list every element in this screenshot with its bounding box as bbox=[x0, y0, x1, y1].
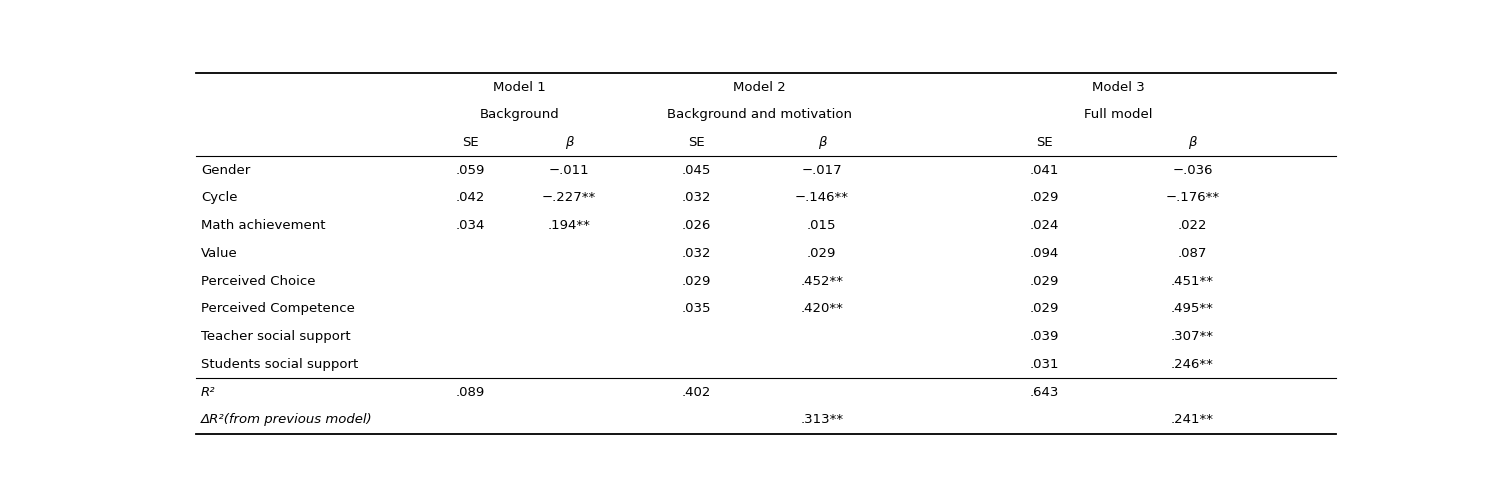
Text: .029: .029 bbox=[682, 274, 712, 288]
Text: Model 1: Model 1 bbox=[493, 81, 546, 94]
Text: −.036: −.036 bbox=[1172, 164, 1212, 177]
Text: .246**: .246** bbox=[1171, 358, 1214, 371]
Text: β: β bbox=[818, 136, 827, 149]
Text: β: β bbox=[565, 136, 574, 149]
Text: −.011: −.011 bbox=[549, 164, 589, 177]
Text: −.227**: −.227** bbox=[543, 191, 597, 205]
Text: .029: .029 bbox=[1030, 191, 1058, 205]
Text: Background and motivation: Background and motivation bbox=[667, 108, 852, 122]
Text: .041: .041 bbox=[1030, 164, 1058, 177]
Text: .307**: .307** bbox=[1171, 330, 1214, 343]
Text: ΔR²(from previous model): ΔR²(from previous model) bbox=[200, 413, 372, 426]
Text: Perceived Choice: Perceived Choice bbox=[200, 274, 315, 288]
Text: Value: Value bbox=[200, 247, 238, 260]
Text: .045: .045 bbox=[682, 164, 712, 177]
Text: .029: .029 bbox=[1030, 274, 1058, 288]
Text: Model 3: Model 3 bbox=[1091, 81, 1145, 94]
Text: .029: .029 bbox=[807, 247, 837, 260]
Text: .032: .032 bbox=[682, 191, 712, 205]
Text: .035: .035 bbox=[682, 302, 712, 315]
Text: .059: .059 bbox=[456, 164, 486, 177]
Text: Teacher social support: Teacher social support bbox=[200, 330, 350, 343]
Text: Perceived Competence: Perceived Competence bbox=[200, 302, 354, 315]
Text: .420**: .420** bbox=[800, 302, 843, 315]
Text: Math achievement: Math achievement bbox=[200, 219, 326, 232]
Text: .015: .015 bbox=[807, 219, 837, 232]
Text: .029: .029 bbox=[1030, 302, 1058, 315]
Text: .452**: .452** bbox=[800, 274, 843, 288]
Text: R²: R² bbox=[200, 385, 215, 398]
Text: .032: .032 bbox=[682, 247, 712, 260]
Text: .034: .034 bbox=[456, 219, 486, 232]
Text: SE: SE bbox=[688, 136, 706, 149]
Text: Gender: Gender bbox=[200, 164, 250, 177]
Text: .402: .402 bbox=[682, 385, 712, 398]
Text: −.176**: −.176** bbox=[1166, 191, 1220, 205]
Text: .313**: .313** bbox=[800, 413, 843, 426]
Text: .094: .094 bbox=[1030, 247, 1058, 260]
Text: .643: .643 bbox=[1030, 385, 1058, 398]
Text: SE: SE bbox=[462, 136, 478, 149]
Text: .024: .024 bbox=[1030, 219, 1058, 232]
Text: .039: .039 bbox=[1030, 330, 1058, 343]
Text: .026: .026 bbox=[682, 219, 712, 232]
Text: Full model: Full model bbox=[1084, 108, 1153, 122]
Text: Background: Background bbox=[480, 108, 559, 122]
Text: .087: .087 bbox=[1178, 247, 1208, 260]
Text: .022: .022 bbox=[1178, 219, 1208, 232]
Text: .089: .089 bbox=[456, 385, 486, 398]
Text: .241**: .241** bbox=[1171, 413, 1214, 426]
Text: −.017: −.017 bbox=[801, 164, 842, 177]
Text: .194**: .194** bbox=[547, 219, 591, 232]
Text: Model 2: Model 2 bbox=[733, 81, 785, 94]
Text: .495**: .495** bbox=[1171, 302, 1214, 315]
Text: SE: SE bbox=[1036, 136, 1052, 149]
Text: .042: .042 bbox=[456, 191, 486, 205]
Text: −.146**: −.146** bbox=[795, 191, 849, 205]
Text: Students social support: Students social support bbox=[200, 358, 357, 371]
Text: β: β bbox=[1189, 136, 1197, 149]
Text: Cycle: Cycle bbox=[200, 191, 238, 205]
Text: .031: .031 bbox=[1030, 358, 1058, 371]
Text: .451**: .451** bbox=[1171, 274, 1214, 288]
